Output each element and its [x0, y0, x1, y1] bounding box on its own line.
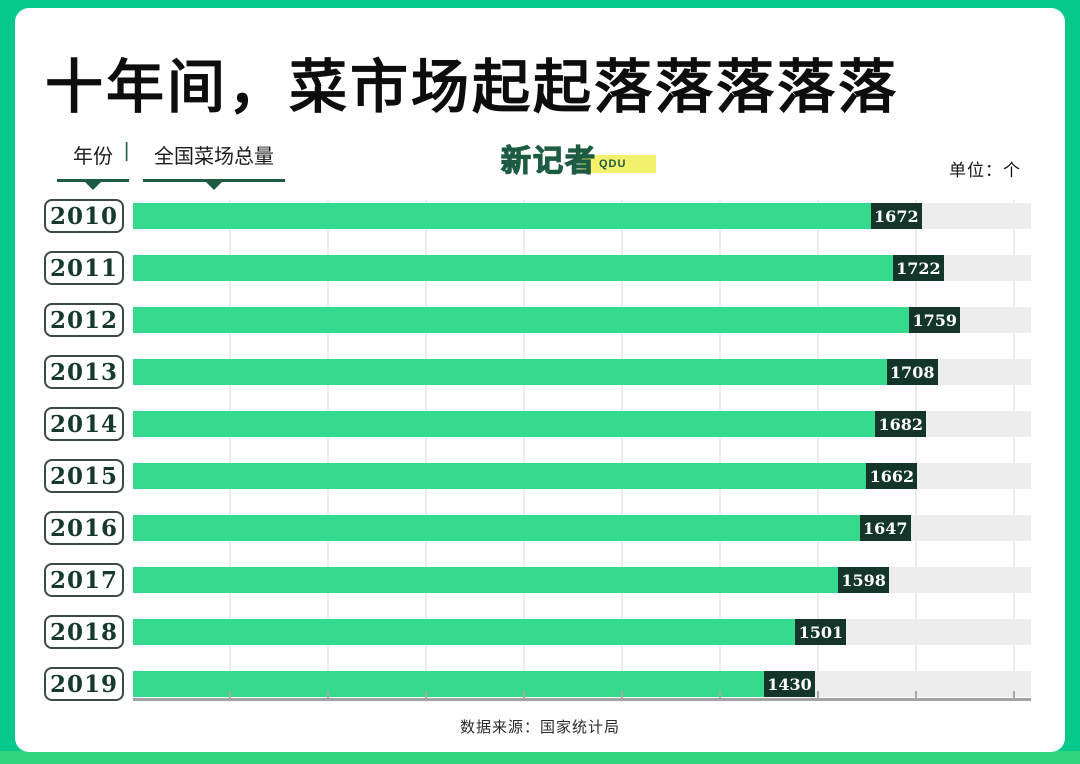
bar-track: 1759 [133, 307, 1031, 333]
year-label: 2014 [49, 410, 118, 438]
value-label: 1722 [896, 258, 941, 278]
frame-bottom-border [0, 751, 1080, 764]
bar-fill [133, 359, 887, 385]
value-label: 1647 [863, 518, 908, 538]
year-label: 2016 [49, 514, 118, 542]
bar-track: 1662 [133, 463, 1031, 489]
value-box: 1501 [795, 619, 847, 645]
legend-series-label: 全国菜场总量 [154, 146, 274, 168]
chart-row: 2017 1598 [44, 554, 1036, 606]
year-label: 2018 [49, 618, 118, 646]
legend-year-label: 年份 [73, 146, 113, 168]
value-box: 1662 [866, 463, 918, 489]
bar-fill [133, 411, 876, 437]
bar-fill [133, 255, 893, 281]
year-box: 2013 [44, 355, 124, 389]
bar-track: 1647 [133, 515, 1031, 541]
triangle-marker-icon [205, 181, 223, 190]
chart-row: 2018 1501 [44, 606, 1036, 658]
value-box: 1682 [875, 411, 927, 437]
value-label: 1672 [874, 206, 919, 226]
value-label: 1708 [889, 362, 935, 382]
publisher-logo: 新记者 QDU [500, 136, 657, 180]
chart-gridlines [133, 200, 1031, 698]
bar-fill [133, 567, 839, 593]
year-label: 2011 [49, 254, 118, 282]
bar-fill [133, 515, 860, 541]
bar-track: 1672 [133, 203, 1031, 229]
bar-track: 1598 [133, 567, 1031, 593]
year-label: 2010 [49, 202, 118, 230]
bar-track: 1722 [133, 255, 1031, 281]
infographic-card: 十年间，菜市场起起落落落落落 年份 | 全国菜场总量 新记者 QDU 单位：个 2… [15, 8, 1065, 752]
bar-fill [133, 619, 796, 645]
chart-rows: 2010 1672 2011 1722 2012 1759 [44, 190, 1036, 710]
year-label: 2017 [49, 566, 118, 594]
legend-item-year: 年份 [57, 140, 129, 190]
value-label: 1430 [767, 674, 812, 694]
chart-row: 2016 1647 [44, 502, 1036, 554]
year-label: 2013 [49, 358, 118, 386]
year-box: 2019 [44, 667, 124, 701]
chart-row: 2012 1759 [44, 294, 1036, 346]
chart-row: 2015 1662 [44, 450, 1036, 502]
bar-fill [133, 203, 871, 229]
value-label: 1682 [878, 414, 923, 434]
year-box: 2010 [44, 199, 124, 233]
year-box: 2015 [44, 459, 124, 493]
legend-item-series: 全国菜场总量 [143, 140, 285, 190]
value-box: 1672 [870, 203, 922, 229]
data-source-label: 数据来源：国家统计局 [459, 719, 620, 736]
x-axis-line [133, 698, 1031, 701]
value-box: 1708 [886, 359, 938, 385]
x-axis-ticks [133, 691, 1031, 698]
bar-fill [133, 307, 910, 333]
bar-track: 1501 [133, 619, 1031, 645]
legend: 年份 | 全国菜场总量 [15, 140, 1065, 192]
value-box: 1722 [892, 255, 944, 281]
year-label: 2012 [49, 306, 118, 334]
bar-track: 1682 [133, 411, 1031, 437]
value-label: 1598 [841, 570, 886, 590]
bar-fill [133, 463, 867, 489]
chart-row: 2013 1708 [44, 346, 1036, 398]
value-box: 1647 [859, 515, 911, 541]
year-box: 2014 [44, 407, 124, 441]
unit-label: 单位：个 [949, 161, 1021, 180]
chart-row: 2014 1682 [44, 398, 1036, 450]
year-box: 2018 [44, 615, 124, 649]
chart-row: 2010 1672 [44, 190, 1036, 242]
value-box: 1598 [838, 567, 890, 593]
page-title: 十年间，菜市场起起落落落落落 [45, 55, 900, 120]
year-label: 2019 [49, 670, 118, 698]
chart-row: 2011 1722 [44, 242, 1036, 294]
logo-sub-badge: QDU [581, 155, 657, 173]
logo-name: 新记者 [500, 144, 597, 178]
value-box: 1759 [909, 307, 961, 333]
value-label: 1501 [798, 622, 844, 642]
year-box: 2011 [44, 251, 124, 285]
year-box: 2012 [44, 303, 124, 337]
bar-track: 1708 [133, 359, 1031, 385]
value-label: 1759 [912, 310, 957, 330]
triangle-marker-icon [84, 181, 102, 190]
year-box: 2016 [44, 511, 124, 545]
year-box: 2017 [44, 563, 124, 597]
legend-separator: | [124, 140, 130, 162]
chart-row: 2019 1430 [44, 658, 1036, 710]
year-label: 2015 [49, 462, 118, 490]
value-label: 1662 [869, 466, 915, 486]
